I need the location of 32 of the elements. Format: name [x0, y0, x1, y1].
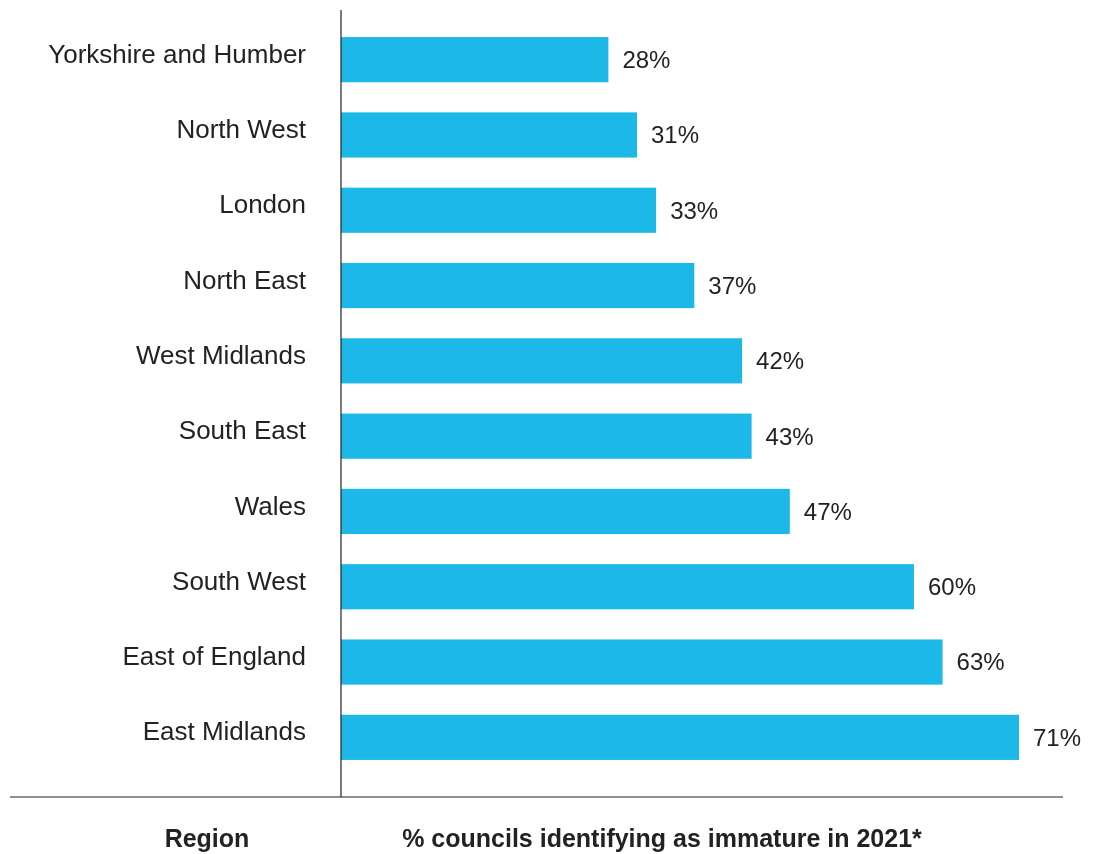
data-label: 47% [803, 497, 852, 525]
bar [341, 564, 914, 610]
bar [341, 639, 943, 685]
y-tick-label: West Midlands [135, 339, 306, 370]
bar [341, 338, 743, 384]
data-label: 63% [956, 648, 1005, 676]
data-label: 42% [756, 347, 805, 375]
data-label: 33% [670, 196, 719, 224]
data-label: 71% [1033, 723, 1082, 751]
x-axis-title: % councils identifying as immature in 2021* [402, 823, 923, 852]
data-label: 31% [651, 121, 700, 149]
bar [341, 488, 790, 535]
y-tick-label: Wales [234, 490, 306, 521]
y-tick-label: East Midlands [142, 716, 306, 747]
y-axis-title: Region [164, 823, 250, 852]
y-tick-label: North West [176, 114, 307, 145]
data-label: 60% [927, 573, 976, 601]
data-label: 43% [765, 422, 814, 450]
bar [341, 413, 752, 459]
y-tick-label: London [219, 189, 306, 220]
y-tick-label: North East [183, 264, 307, 295]
y-tick-label: South East [178, 415, 307, 446]
y-tick-label: South West [172, 565, 307, 596]
y-tick-label: Yorkshire and Humber [48, 38, 307, 69]
y-tick-label: East of England [122, 641, 306, 672]
bar [341, 714, 1019, 760]
bar [341, 112, 638, 158]
data-label: 37% [708, 271, 757, 299]
bar [341, 37, 609, 83]
bar [341, 187, 657, 233]
bar [341, 262, 695, 309]
data-label: 28% [622, 46, 671, 74]
